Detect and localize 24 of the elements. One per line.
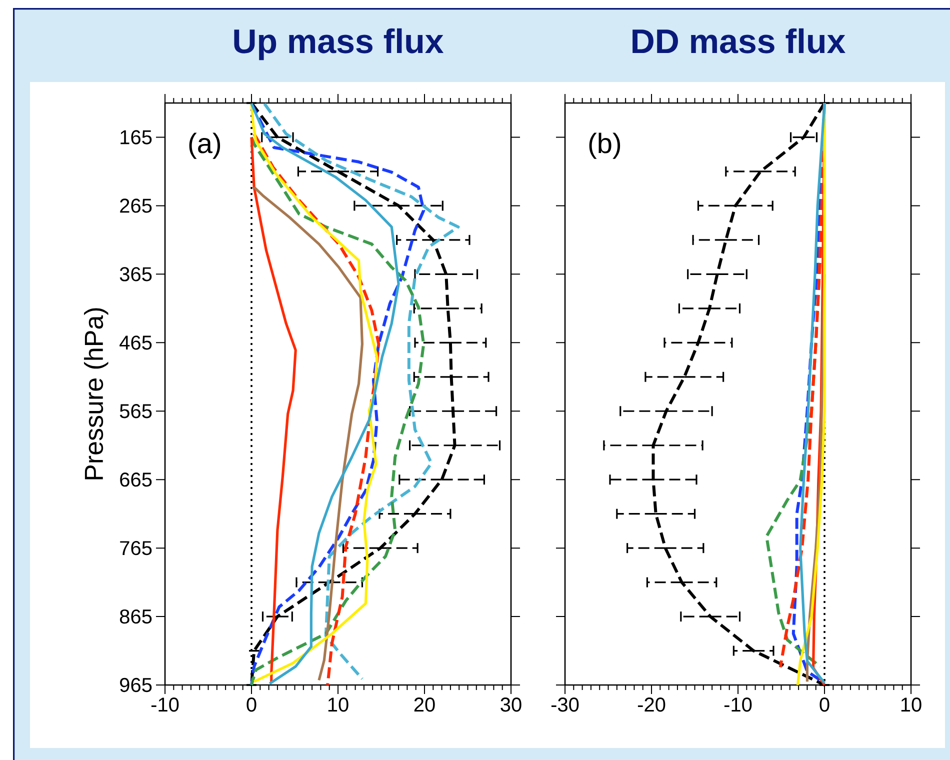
y-tick-label: 965 [120,678,152,692]
annotation: (a) [189,132,220,159]
chart-title: Up mass flux [234,28,444,60]
x-tick-label: 10 [328,698,348,712]
x-tick-label: 30 [500,698,522,712]
chart-title: DD mass flux [632,28,846,54]
x-tick-label: -30 [551,698,579,712]
y-tick-label: 865 [120,609,152,624]
y-tick-label: 765 [120,540,152,556]
y-tick-label: 365 [120,267,152,282]
y-tick-label: 665 [120,472,152,487]
y-tick-label: 165 [120,130,152,144]
y-axis-title: Pressure (hPa) [84,308,108,480]
x-tick-label: 0 [246,698,256,712]
x-tick-label: -10 [724,698,752,712]
x-tick-label: 10 [901,698,922,712]
x-tick-label: -20 [638,698,666,712]
annotation: (b) [589,132,620,159]
x-tick-label: -10 [151,698,179,712]
y-tick-label: 565 [120,404,152,418]
y-tick-label: 265 [120,198,152,213]
x-tick-label: 20 [414,698,435,712]
y-tick-label: 465 [120,336,152,350]
x-tick-label: 0 [820,698,830,712]
